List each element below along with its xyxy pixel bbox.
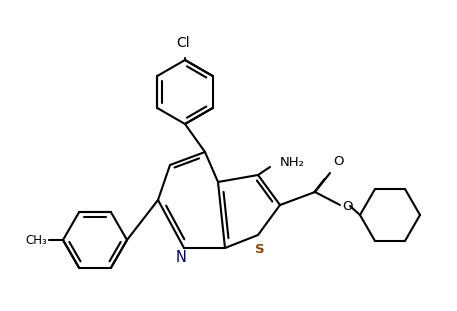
Text: S: S [255,243,265,256]
Text: Cl: Cl [176,36,190,50]
Text: O: O [342,201,352,213]
Text: N: N [175,250,186,265]
Text: CH₃: CH₃ [25,234,47,247]
Text: O: O [333,155,344,168]
Text: NH₂: NH₂ [280,156,305,169]
